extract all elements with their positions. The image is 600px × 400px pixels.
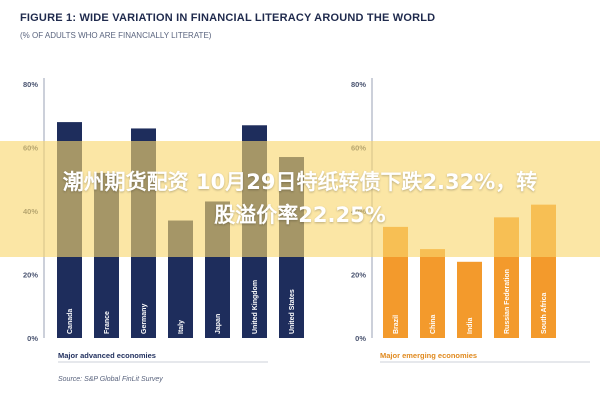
group-label-advanced: Major advanced economies (58, 351, 156, 360)
bar-category-label: Germany (141, 304, 148, 334)
y-tick-label: 0% (27, 334, 38, 343)
figure-title: FIGURE 1: WIDE VARIATION IN FINANCIAL LI… (20, 12, 436, 24)
bar-category-label: United Kingdom (252, 280, 259, 334)
bar-category-label: Brazil (393, 315, 400, 334)
bar-category-label: China (430, 314, 437, 334)
bar-category-label: Russian Federation (504, 269, 511, 334)
figure-source: Source: S&P Global FinLit Survey (58, 376, 163, 383)
bar-category-label: South Africa (541, 293, 548, 334)
bar-category-label: France (104, 311, 111, 334)
overlay-banner-text: 潮州期货配资 10月29日特纸转债下跌2.32%，转 股溢价率22.25% (0, 166, 600, 232)
bar-category-label: United States (289, 289, 296, 334)
bar-category-label: Canada (67, 309, 74, 334)
y-tick-label: 80% (23, 80, 38, 89)
group-label-emerging: Major emerging economies (380, 351, 477, 360)
bar-india (457, 261, 482, 338)
y-tick-label: 0% (355, 334, 366, 343)
bar-category-label: India (467, 318, 474, 334)
bar-category-label: Japan (215, 314, 222, 334)
y-tick-label: 20% (351, 271, 366, 280)
overlay-banner (0, 141, 600, 257)
bar-category-label: Italy (178, 320, 185, 334)
figure-subtitle: (% OF ADULTS WHO ARE FINANCIALLY LITERAT… (20, 31, 212, 40)
y-tick-label: 20% (23, 271, 38, 280)
banner-line-1: 潮州期货配资 10月29日特纸转债下跌2.32%，转 (62, 170, 538, 194)
banner-line-2: 股溢价率22.25% (214, 203, 386, 227)
y-tick-label: 80% (351, 80, 366, 89)
bar-china (420, 249, 445, 338)
